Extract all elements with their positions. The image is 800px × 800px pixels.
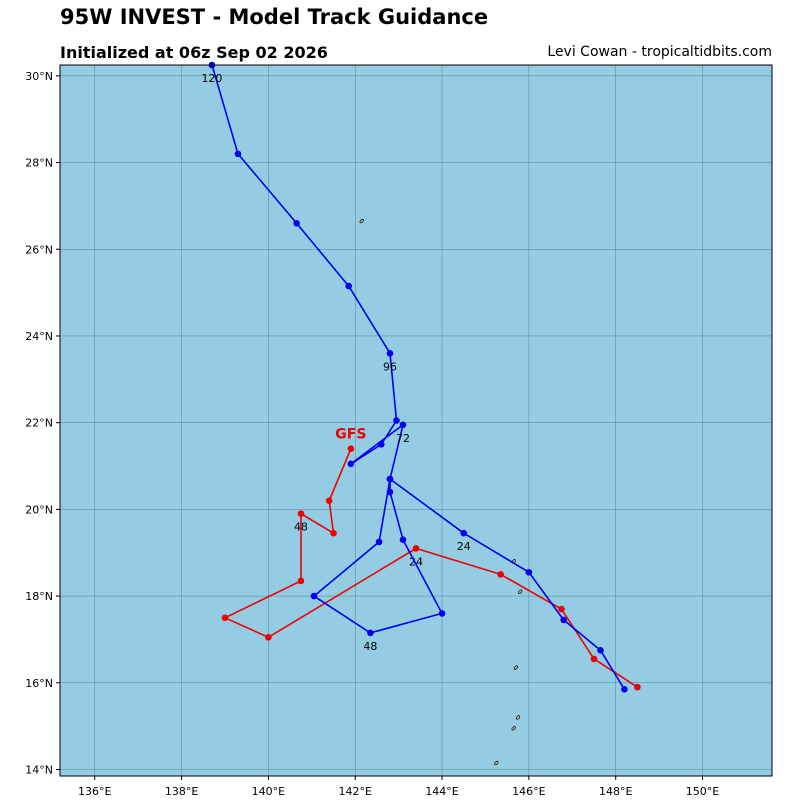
track-point [634,683,641,691]
track-point [399,536,407,544]
lon-tick-label: 140°E [252,785,285,798]
track-point [347,460,355,468]
island [511,726,516,731]
forecast-hour-label: 24 [409,555,423,568]
forecast-hour-label: 120 [201,72,222,85]
lon-tick-label: 148°E [599,785,632,798]
track-point [367,629,374,637]
chart-title: 95W INVEST - Model Track Guidance [60,5,489,29]
lat-tick-label: 22°N [25,417,53,430]
track-point [310,592,318,600]
init-time-subtitle: Initialized at 06z Sep 02 2026 [60,43,328,62]
track-point [234,150,242,158]
lon-tick-label: 146°E [512,785,545,798]
island [515,715,521,720]
map-frame [59,64,773,777]
lat-tick-label: 14°N [25,763,53,776]
model-name-label: GFS [335,427,366,443]
track-line [224,448,638,688]
track-point [399,421,407,429]
forecast-hour-label: 72 [396,432,410,445]
tracks-layer: 24 48 GFS 24 48 72 96 120 [201,61,641,693]
credit-text: Levi Cowan - tropicaltidbits.com [547,44,772,60]
track-point [558,605,565,613]
track-point [386,350,394,357]
lon-tick-label: 136°E [78,785,111,798]
forecast-hour-label: 96 [383,360,397,373]
island [359,218,364,224]
track-point [412,545,420,552]
track-point [393,417,400,424]
lat-tick-label: 26°N [25,243,53,256]
forecast-hour-label: 48 [363,640,377,653]
track-point [497,571,504,578]
lon-tick-label: 144°E [425,785,458,798]
track-ensemble: 24 48 72 96 120 [201,61,628,693]
track-point [590,655,598,663]
island [494,760,499,766]
forecast-hour-label: 24 [457,540,471,553]
grid-lines [60,65,772,776]
track-point [221,614,229,622]
island [513,665,518,670]
track-point [386,475,394,483]
track-line [211,64,626,690]
track-point [297,510,305,518]
track-point [347,445,355,452]
track-point [525,568,533,576]
lon-tick-label: 142°E [338,785,371,798]
lat-tick-label: 18°N [25,590,53,603]
track-point [297,577,305,585]
lat-tick-label: 20°N [25,503,53,516]
track-point [325,497,333,505]
lon-tick-label: 138°E [165,785,198,798]
lat-tick-label: 16°N [25,677,53,690]
forecast-hour-label: 48 [294,521,308,534]
lon-tick-label: 150°E [686,785,719,798]
track-point [330,529,337,537]
track-point [438,610,446,617]
track-point [377,441,385,448]
track-point [460,529,468,537]
track-point [345,282,353,290]
track-point [560,616,567,624]
island [518,589,523,594]
track-point [265,633,272,641]
ocean-background [60,65,772,776]
track-point [621,685,628,693]
track-point [293,219,300,227]
axis-ticks: 136°E 138°E 140°E 142°E 144°E 146°E 148°E 150°E… [25,70,719,798]
track-point [386,488,394,496]
track-point [375,538,383,546]
track-point [597,646,604,654]
lat-tick-label: 24°N [25,330,53,343]
lat-tick-label: 30°N [25,70,53,83]
lat-tick-label: 28°N [25,157,53,170]
